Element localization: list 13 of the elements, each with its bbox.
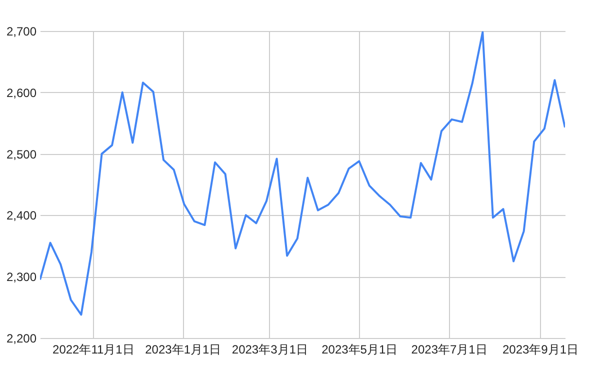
y-tick-label: 2,300 — [6, 270, 37, 284]
x-tick-label: 2023年3月1日 — [232, 342, 308, 356]
y-tick-label: 2,200 — [6, 332, 37, 346]
y-tick-label: 2,500 — [6, 147, 37, 162]
y-tick-label: 2,400 — [6, 208, 37, 223]
y-tick-label: 2,600 — [6, 86, 37, 100]
y-tick-label: 2,700 — [6, 24, 37, 38]
x-tick-label: 2023年7月1日 — [411, 342, 488, 356]
x-tick-label: 2023年9月1日 — [502, 342, 579, 356]
x-tick-label: 2022年11月1日 — [52, 342, 134, 356]
line-series — [40, 31, 565, 316]
x-tick-label: 2023年1月1日 — [145, 342, 222, 356]
x-tick-label: 2023年5月1日 — [322, 342, 398, 356]
